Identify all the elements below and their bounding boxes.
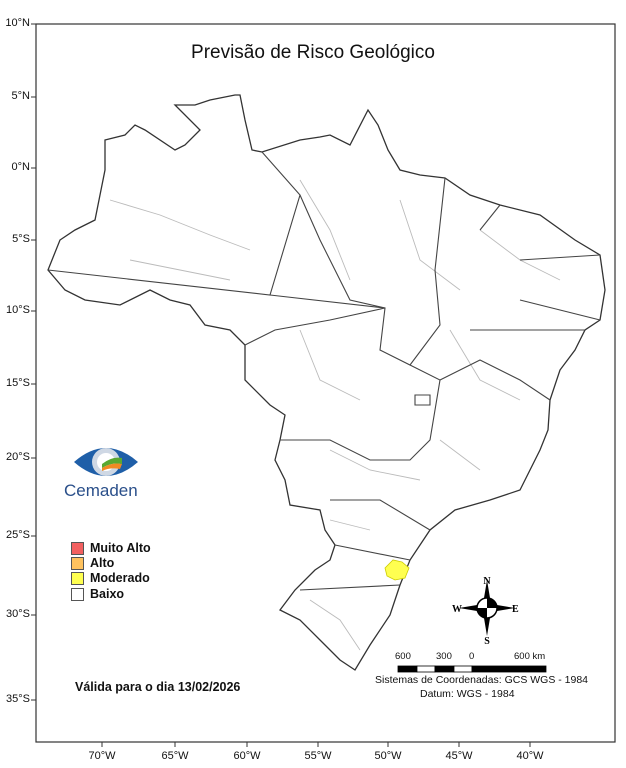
- scale-label: 0: [469, 651, 475, 662]
- lat-tick: 30°S: [6, 608, 30, 620]
- compass-w: W: [452, 604, 462, 615]
- lon-tick: 45°W: [445, 750, 473, 762]
- compass-n: N: [483, 576, 491, 587]
- coordinate-system: Sistemas de Coordenadas: GCS WGS - 1984: [375, 674, 589, 686]
- cemaden-logo: [74, 448, 138, 476]
- lon-tick: 40°W: [516, 750, 544, 762]
- axis-ticks: [31, 23, 531, 747]
- legend-item: Baixo: [71, 587, 124, 601]
- validity-date: Válida para o dia 13/02/2026: [75, 680, 241, 694]
- scale-label: 300: [436, 651, 452, 662]
- brazil-outline: [47, 94, 606, 671]
- legend-label: Muito Alto: [90, 541, 151, 555]
- legend-label: Alto: [90, 556, 115, 570]
- legend-label: Baixo: [90, 587, 125, 601]
- lat-tick: 5°N: [11, 90, 30, 102]
- legend-swatch: [71, 541, 84, 555]
- legend-swatch: [71, 556, 84, 570]
- lon-tick: 70°W: [88, 750, 116, 762]
- legend-item: Muito Alto: [71, 541, 151, 555]
- lat-tick: 35°S: [6, 693, 30, 705]
- lat-tick: 25°S: [6, 529, 30, 541]
- lat-tick: 20°S: [6, 451, 30, 463]
- legend-swatch: [71, 571, 84, 585]
- compass-s: S: [484, 636, 490, 647]
- legend-item: Moderado: [71, 571, 150, 585]
- compass-e: E: [512, 604, 519, 615]
- legend-swatch: [71, 587, 84, 601]
- lat-tick: 5°S: [12, 233, 30, 245]
- scale-label: 600 km: [514, 651, 546, 662]
- datum: Datum: WGS - 1984: [420, 688, 515, 700]
- lat-tick: 10°N: [5, 17, 30, 29]
- compass-rose-icon: [459, 580, 515, 636]
- lon-tick: 50°W: [374, 750, 402, 762]
- lon-tick: 60°W: [233, 750, 261, 762]
- scale-bar: [397, 665, 547, 673]
- legend-label: Moderado: [90, 571, 150, 585]
- legend-item: Alto: [71, 556, 114, 570]
- lon-tick: 65°W: [161, 750, 189, 762]
- moderate-risk-area: [384, 559, 410, 581]
- lat-tick: 15°S: [6, 377, 30, 389]
- lon-tick: 55°W: [304, 750, 332, 762]
- state-borders: [47, 151, 601, 591]
- logo-text: Cemaden: [64, 481, 138, 500]
- scale-label: 600: [395, 651, 411, 662]
- lat-tick: 10°S: [6, 304, 30, 316]
- map-title: Previsão de Risco Geológico: [191, 42, 435, 63]
- lat-tick: 0°N: [11, 161, 30, 173]
